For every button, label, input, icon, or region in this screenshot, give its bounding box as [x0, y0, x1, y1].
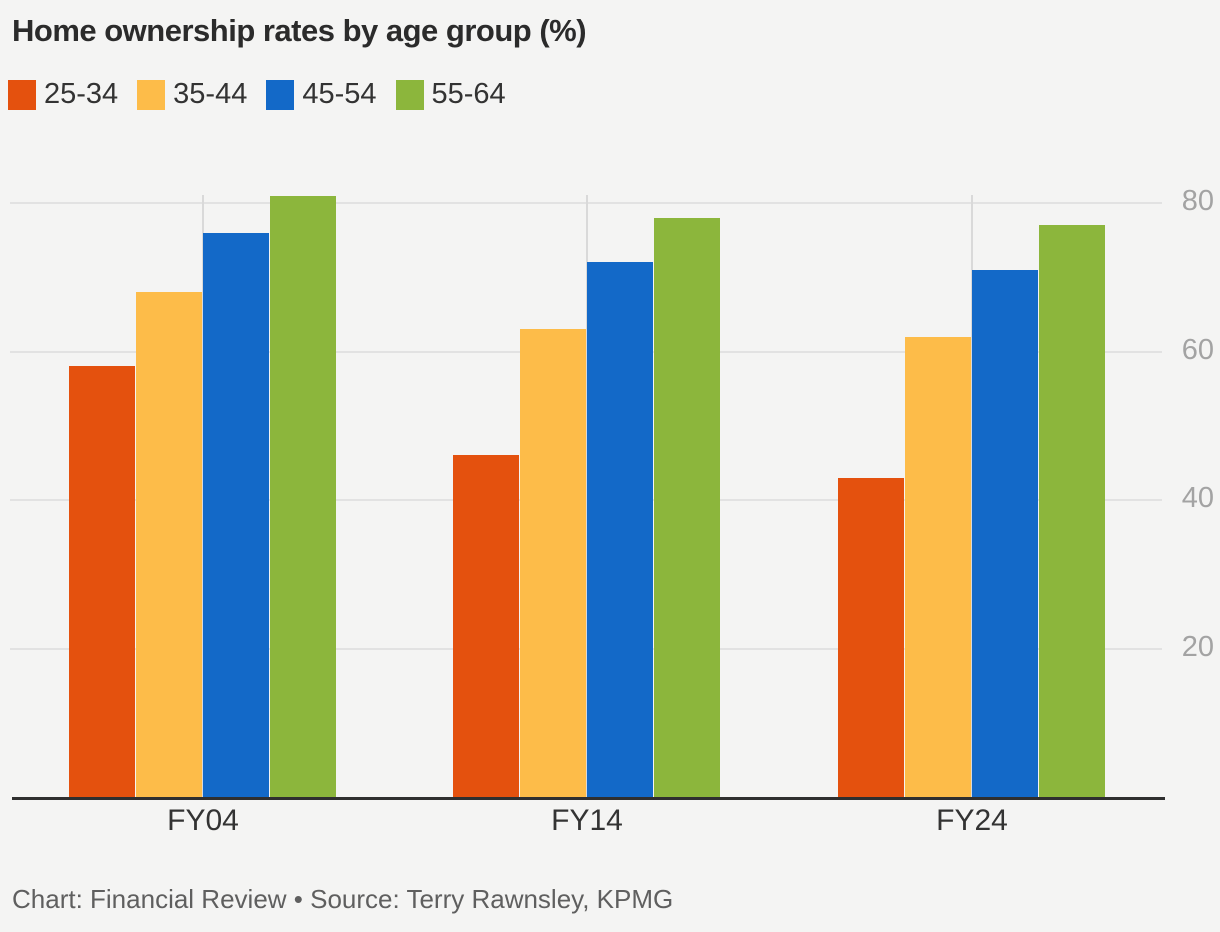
legend-swatch-35-44: [137, 79, 166, 110]
legend: 25-34 35-44 45-54 55-64: [8, 78, 525, 111]
bar-fy24-25-34: [838, 478, 904, 797]
chart-source: Chart: Financial Review • Source: Terry …: [12, 884, 674, 914]
legend-label: 45-54: [302, 78, 377, 110]
bar-fy04-25-34: [69, 366, 135, 797]
legend-swatch-55-64: [395, 79, 424, 110]
legend-label: 35-44: [173, 78, 248, 110]
y-tick-label-80: 80: [1181, 185, 1214, 217]
legend-swatch-45-54: [266, 79, 295, 110]
legend-item-45-54: 45-54: [266, 78, 377, 111]
legend-swatch-25-34: [8, 79, 36, 110]
legend-label: 55-64: [431, 78, 506, 110]
bar-fy14-35-44: [520, 329, 586, 797]
legend-item-55-64: 55-64: [395, 78, 506, 111]
bar-fy14-45-54: [587, 262, 653, 797]
chart-title: Home ownership rates by age group (%): [12, 13, 587, 48]
bar-fy04-45-54: [203, 233, 269, 797]
x-tick-label-fy14: FY14: [551, 804, 623, 837]
legend-item-35-44: 35-44: [137, 78, 247, 111]
legend-label: 25-34: [44, 78, 119, 110]
bar-fy04-35-44: [136, 292, 202, 797]
x-axis-line: [12, 797, 1165, 800]
bar-fy24-35-44: [905, 337, 971, 797]
bar-fy14-55-64: [654, 218, 720, 797]
y-tick-label-40: 40: [1181, 482, 1214, 514]
bar-fy14-25-34: [453, 455, 519, 797]
legend-item-25-34: 25-34: [8, 78, 118, 111]
bar-fy24-45-54: [972, 270, 1038, 797]
x-tick-label-fy24: FY24: [936, 804, 1008, 837]
y-tick-label-20: 20: [1181, 631, 1214, 663]
x-tick-label-fy04: FY04: [167, 804, 239, 837]
bar-fy04-55-64: [270, 196, 336, 797]
y-tick-label-60: 60: [1181, 334, 1214, 366]
bar-fy24-55-64: [1039, 225, 1105, 797]
